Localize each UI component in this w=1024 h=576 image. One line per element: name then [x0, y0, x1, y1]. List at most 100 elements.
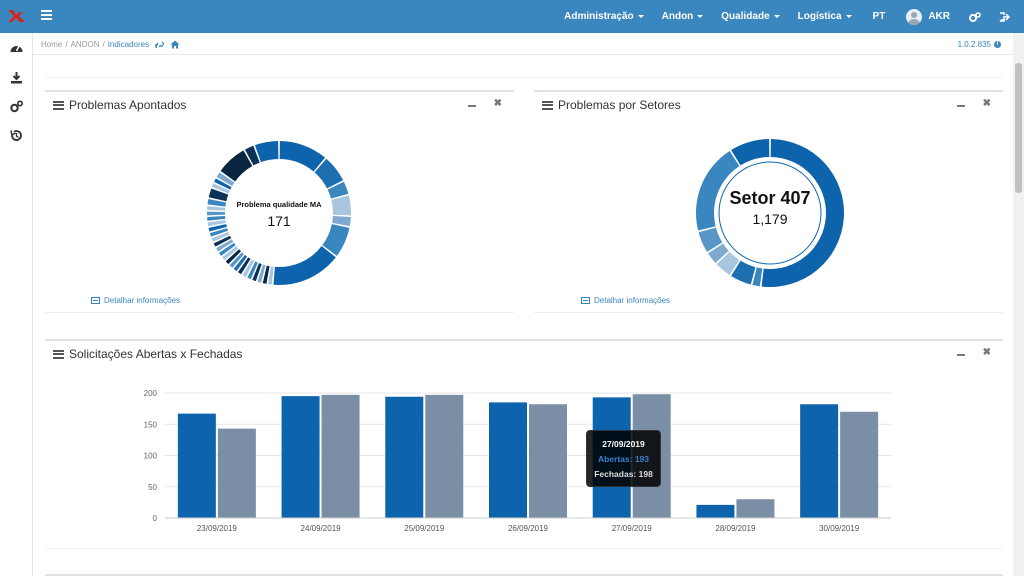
donut-slice[interactable]	[214, 178, 232, 190]
y-tick-label: 200	[144, 389, 158, 398]
top-navbar: Administração Andon Qualidade Logística …	[0, 0, 1024, 33]
donut-slice[interactable]	[731, 260, 756, 285]
home-icon[interactable]	[170, 40, 180, 49]
download-icon[interactable]	[9, 70, 24, 85]
donut-chart-problemas[interactable]	[199, 133, 359, 293]
next-panel-edge	[45, 574, 1003, 576]
bar-chart[interactable]: 0 50 100 150 200 23/09/2019 24/09/2019 25/09/20…	[45, 341, 1003, 549]
link-icon[interactable]	[155, 41, 165, 49]
donut-slice[interactable]	[252, 263, 262, 282]
bar[interactable]	[696, 504, 735, 518]
nav-andon[interactable]: Andon	[653, 0, 713, 33]
donut-slice[interactable]	[225, 249, 241, 265]
detail-link[interactable]: Detalhar informações	[91, 296, 180, 305]
donut-slice[interactable]	[211, 231, 230, 242]
breadcrumb-home[interactable]: Home	[41, 40, 63, 49]
bar[interactable]	[217, 428, 256, 518]
donut-slice[interactable]	[220, 150, 253, 182]
donut-slice[interactable]	[229, 252, 244, 268]
donut-slice[interactable]	[211, 183, 230, 194]
breadcrumb-current: Indicadores	[107, 40, 150, 49]
scroll-thumb[interactable]	[1015, 63, 1022, 193]
version-info[interactable]: 1.0.2.835 i	[958, 40, 1001, 49]
donut-slice[interactable]	[222, 246, 239, 261]
donut-slice[interactable]	[314, 158, 344, 189]
donut-slice[interactable]	[213, 235, 232, 247]
minimize-button[interactable]	[467, 104, 476, 107]
donut-slice[interactable]	[237, 257, 251, 275]
donut-slice[interactable]	[279, 141, 326, 172]
donut-slice[interactable]	[233, 254, 248, 272]
donut-slice[interactable]	[207, 211, 226, 216]
bar[interactable]	[321, 394, 360, 518]
page-scrollbar[interactable]	[1013, 33, 1024, 576]
close-button[interactable]: ✖	[982, 98, 991, 109]
settings-button[interactable]	[959, 0, 991, 33]
bar[interactable]	[425, 394, 464, 518]
donut-slice[interactable]	[268, 266, 274, 285]
donut-slice[interactable]	[331, 195, 351, 216]
bar[interactable]	[385, 396, 424, 518]
close-button[interactable]: ✖	[982, 347, 991, 358]
bar[interactable]	[736, 499, 775, 518]
donut-slice[interactable]	[242, 259, 255, 277]
donut-slice[interactable]	[262, 265, 270, 284]
minimize-button[interactable]	[956, 104, 965, 107]
donut-center: Problema qualidade MA 171	[229, 200, 329, 229]
bar[interactable]	[177, 413, 216, 518]
version-label: 1.0.2.835	[957, 40, 991, 49]
donut-slice[interactable]	[696, 151, 740, 231]
bar[interactable]	[840, 411, 879, 518]
close-button[interactable]: ✖	[493, 98, 502, 109]
history-icon[interactable]	[9, 128, 24, 143]
breadcrumb-bar: Home / ANDON / Indicadores 1.0.2.835 i	[33, 33, 1013, 55]
donut-slice[interactable]	[273, 246, 336, 285]
donut-slice[interactable]	[207, 206, 226, 211]
donut-slice[interactable]	[716, 251, 740, 275]
donut-slice[interactable]	[208, 224, 227, 232]
donut-slice[interactable]	[207, 216, 226, 221]
nav-administracao[interactable]: Administração	[555, 0, 652, 33]
donut-slice[interactable]	[208, 188, 229, 202]
donut-slice[interactable]	[322, 224, 350, 256]
bar[interactable]	[529, 404, 567, 518]
donut-slice[interactable]	[257, 264, 266, 283]
donut-slice[interactable]	[247, 261, 258, 280]
nav-qualidade[interactable]: Qualidade	[712, 0, 788, 33]
donut-slice[interactable]	[708, 243, 729, 264]
menu-toggle-icon[interactable]	[41, 10, 52, 22]
bar[interactable]	[281, 396, 320, 518]
donut-slice[interactable]	[254, 141, 279, 163]
bar[interactable]	[489, 402, 527, 518]
user-menu[interactable]: AKR	[897, 0, 959, 33]
donut-slice[interactable]	[698, 227, 723, 252]
language-selector[interactable]: PT	[872, 11, 886, 22]
donut-slice[interactable]	[207, 198, 227, 207]
donut-chart-setores[interactable]	[690, 133, 850, 293]
nav-logistica[interactable]: Logística	[789, 0, 861, 33]
detail-link[interactable]: Detalhar informações	[581, 296, 670, 305]
donut-slice[interactable]	[327, 181, 349, 199]
donut-slice[interactable]	[207, 220, 226, 227]
donut-slice[interactable]	[752, 267, 763, 287]
donut-slice[interactable]	[216, 239, 234, 252]
logout-button[interactable]	[991, 0, 1024, 33]
logout-icon	[999, 11, 1010, 22]
list-icon	[53, 349, 64, 359]
donut-center-value: 171	[267, 213, 291, 229]
donut-slice[interactable]	[332, 216, 351, 227]
donut-slice[interactable]	[761, 139, 845, 287]
donut-slice[interactable]	[219, 242, 236, 256]
dashboard-icon[interactable]	[9, 41, 24, 56]
divider	[45, 77, 1003, 78]
donut-slice[interactable]	[209, 228, 229, 237]
bar[interactable]	[800, 404, 839, 518]
minimize-button[interactable]	[956, 353, 965, 356]
settings-icon[interactable]	[9, 99, 24, 114]
breadcrumb-andon[interactable]: ANDON	[70, 40, 100, 49]
app-logo[interactable]	[0, 0, 33, 33]
panel-tools: ✖	[956, 98, 991, 109]
donut-slice[interactable]	[244, 145, 260, 166]
donut-slice[interactable]	[216, 172, 235, 187]
donut-slice[interactable]	[731, 139, 770, 166]
